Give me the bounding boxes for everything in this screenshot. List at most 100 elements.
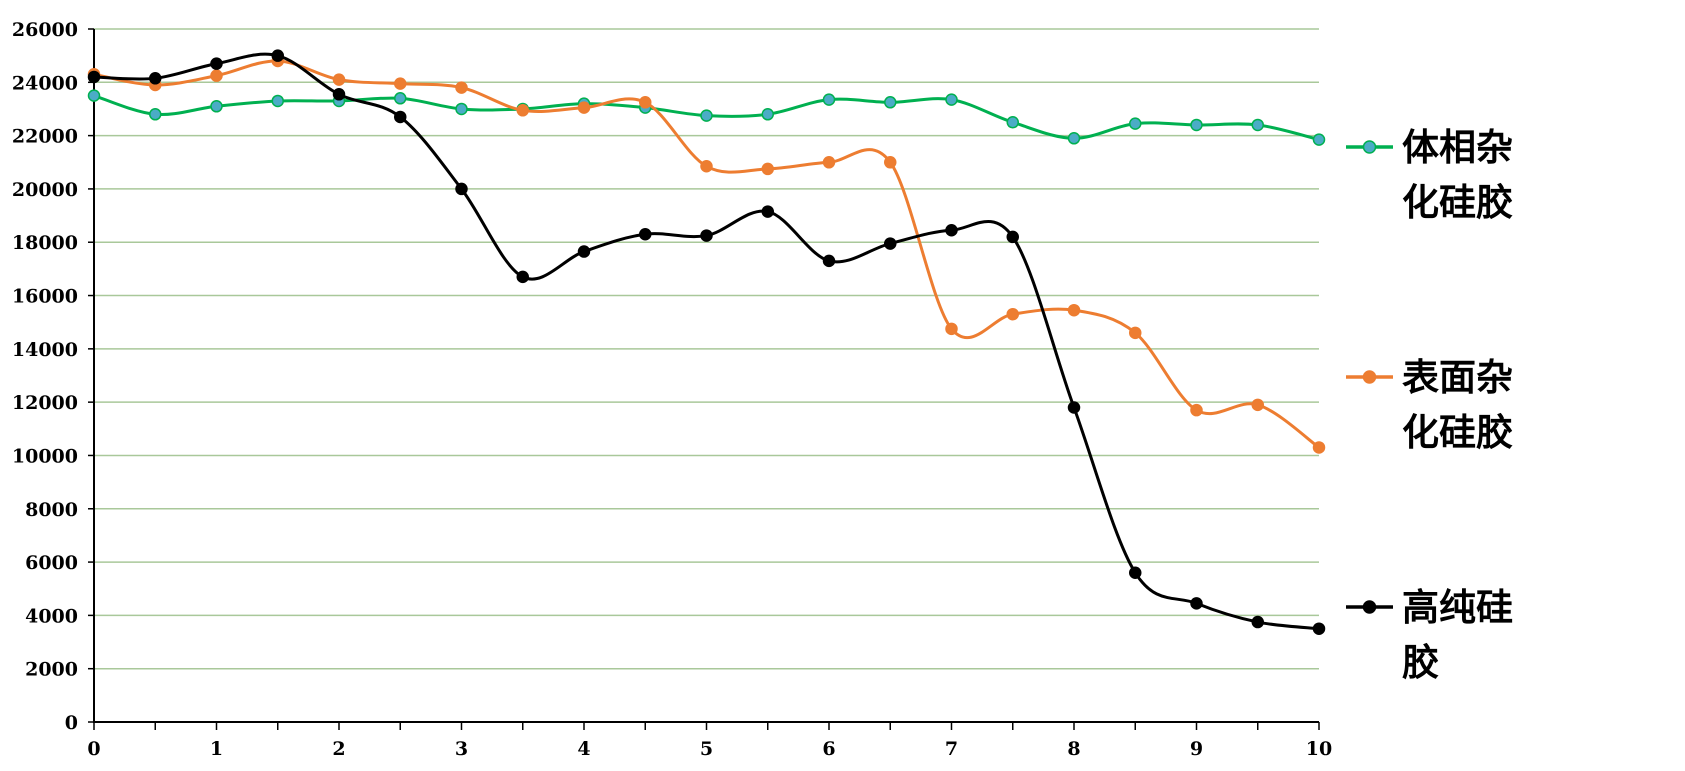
series-0 — [87, 89, 1326, 146]
data-point — [1251, 398, 1264, 412]
y-tick-label: 20000 — [12, 179, 78, 201]
data-point — [210, 57, 223, 70]
data-point — [700, 229, 713, 242]
data-point — [1006, 307, 1019, 321]
data-point — [1129, 117, 1142, 130]
data-point — [271, 94, 284, 108]
legend-marker-swatch — [1362, 600, 1377, 614]
data-point — [394, 110, 407, 124]
data-point — [577, 101, 591, 114]
data-point — [1190, 597, 1203, 610]
data-point — [149, 72, 162, 85]
data-point — [1312, 622, 1326, 635]
data-point — [516, 104, 529, 117]
y-tick-label: 8000 — [25, 499, 78, 521]
data-point — [639, 227, 652, 241]
data-point — [87, 89, 101, 102]
x-axis-tick-labels: 0 1 2 3 4 5 6 7 8 9 10 — [87, 738, 1332, 760]
data-point — [700, 160, 713, 173]
data-point — [1006, 230, 1019, 244]
data-point — [700, 109, 713, 122]
legend-label: 表面杂 — [1402, 356, 1513, 399]
data-point — [1129, 326, 1142, 340]
data-point — [884, 156, 897, 169]
series-line — [93, 59, 1320, 449]
data-point — [884, 96, 897, 109]
x-tick-label: 2 — [332, 738, 345, 760]
series-2 — [87, 49, 1326, 635]
data-point — [761, 162, 774, 176]
data-point — [761, 108, 774, 121]
data-point — [516, 270, 529, 284]
data-point — [394, 92, 407, 105]
data-point — [394, 77, 407, 90]
data-point — [149, 108, 162, 121]
data-point — [332, 88, 346, 101]
series-1 — [87, 54, 1326, 454]
y-tick-label: 26000 — [12, 19, 78, 41]
data-point — [822, 254, 836, 268]
y-tick-label: 2000 — [25, 659, 78, 681]
legend-label: 体相杂 — [1402, 126, 1513, 169]
data-point — [455, 182, 468, 196]
data-point — [210, 100, 223, 113]
y-tick-label: 6000 — [25, 552, 78, 574]
data-point — [1312, 441, 1326, 454]
series-line — [93, 52, 1320, 631]
data-point — [1312, 133, 1326, 146]
data-point — [945, 223, 958, 237]
legend-label: 胶 — [1402, 641, 1439, 684]
data-point — [1129, 566, 1142, 579]
data-point — [1190, 118, 1203, 132]
y-tick-label: 16000 — [12, 286, 78, 308]
y-tick-label: 18000 — [12, 232, 78, 254]
legend-marker-swatch — [1362, 370, 1377, 384]
axes — [88, 28, 1320, 730]
y-tick-label: 22000 — [12, 126, 78, 148]
x-tick-label: 7 — [945, 738, 958, 760]
y-axis-tick-labels: 0 2000 4000 6000 8000 10000 12000 14000 16000 180… — [12, 19, 78, 734]
data-point — [945, 322, 958, 336]
y-tick-label: 12000 — [12, 392, 78, 414]
legend-label: 化硅胶 — [1402, 181, 1513, 224]
x-tick-label: 6 — [822, 738, 835, 760]
data-point — [1067, 303, 1081, 317]
y-tick-label: 24000 — [12, 72, 78, 94]
data-point — [1006, 116, 1019, 129]
legend-label: 高纯硅 — [1402, 586, 1513, 629]
y-tick-label: 4000 — [25, 605, 78, 627]
data-point — [761, 205, 774, 218]
data-point — [455, 102, 468, 116]
data-point — [639, 96, 652, 109]
x-tick-label: 4 — [577, 738, 590, 760]
x-tick-label: 10 — [1306, 738, 1332, 760]
data-point — [822, 156, 836, 169]
y-tick-label: 10000 — [12, 445, 78, 467]
x-tick-label: 1 — [210, 738, 223, 760]
x-tick-label: 5 — [700, 738, 713, 760]
data-point — [210, 69, 223, 82]
x-tick-label: 9 — [1190, 738, 1203, 760]
y-tick-label: 14000 — [12, 339, 78, 361]
data-point — [1251, 118, 1264, 132]
data-point — [271, 49, 284, 62]
data-point — [945, 93, 958, 106]
data-point — [577, 245, 591, 258]
data-point — [822, 93, 836, 106]
data-point — [87, 70, 101, 84]
data-point — [1190, 403, 1203, 417]
data-point — [332, 73, 346, 86]
series-lines — [87, 49, 1326, 635]
data-point — [1067, 132, 1081, 145]
y-tick-label: 0 — [65, 712, 78, 734]
gridlines — [94, 28, 1319, 670]
legend-marker-swatch — [1362, 140, 1377, 154]
x-tick-label: 8 — [1067, 738, 1080, 760]
data-point — [1067, 401, 1081, 414]
x-tick-label: 3 — [455, 738, 468, 760]
